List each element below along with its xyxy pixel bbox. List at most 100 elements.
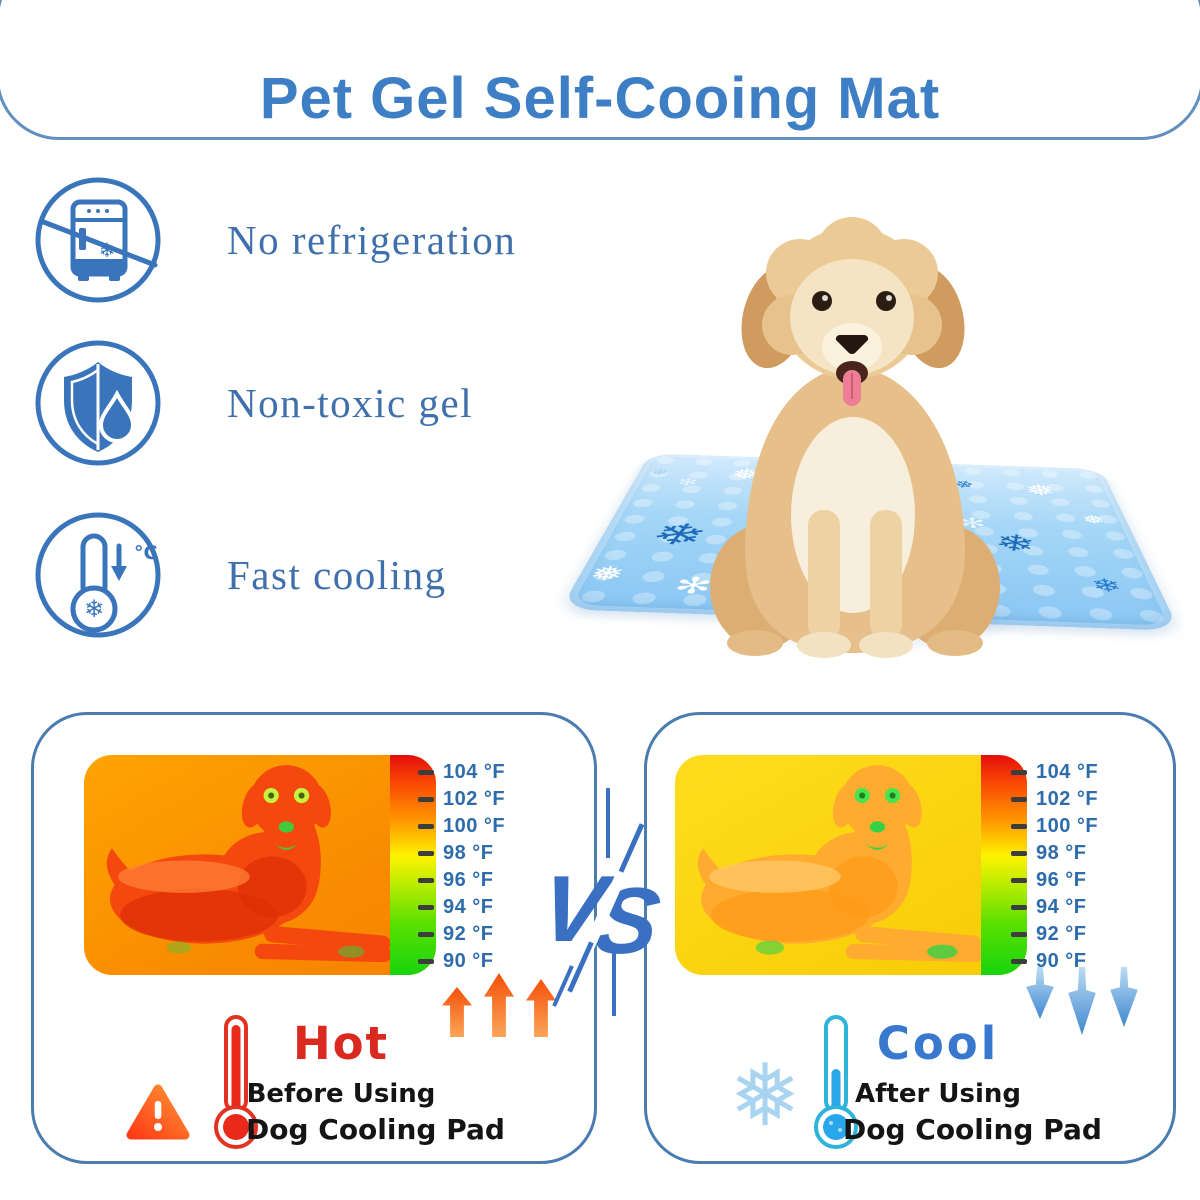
tick-mark (1011, 797, 1027, 802)
temp-scale-row: 92 °F (418, 921, 505, 948)
snowflake-icon: ❅ (584, 561, 630, 586)
cool-label: Cool (876, 1017, 1000, 1070)
temp-label: 96 °F (1036, 869, 1087, 891)
temp-scale-row: 104 °F (1011, 759, 1098, 786)
down-arrow-icon (1110, 967, 1138, 1027)
after-line2: Dog Cooling Pad (843, 1113, 1102, 1146)
tick-mark (418, 824, 434, 829)
before-panel: 104 °F 102 °F 100 °F 98 °F 96 °F 94 °F 92 °F 90… (31, 712, 597, 1164)
fast-cooling-icon: ❄ °C (33, 510, 163, 640)
product-photo: ❅❄✻❄❅✻❆✻❄❅❄✻❄❅❄❅ (540, 170, 1200, 670)
temp-scale-row: 100 °F (1011, 813, 1098, 840)
no-refrigeration-icon: ❄ (33, 175, 163, 305)
temp-scale-hot: 104 °F 102 °F 100 °F 98 °F 96 °F 94 °F 92 °F 90… (418, 759, 505, 975)
thermal-image-cool (675, 755, 1027, 975)
warning-icon (126, 1084, 190, 1140)
tick-mark (1011, 851, 1027, 856)
tick-mark (1011, 878, 1027, 883)
temp-label: 92 °F (1036, 923, 1087, 945)
temp-label: 96 °F (443, 869, 494, 891)
bulb-snowflake-glyph: ❄ (84, 595, 104, 623)
vs-badge: V S (530, 780, 680, 1030)
thermal-image-hot (84, 755, 436, 975)
puppy-photo (710, 217, 1000, 658)
after-panel: 104 °F 102 °F 100 °F 98 °F 96 °F 94 °F 92 °F 90… (644, 712, 1176, 1164)
temp-scale-row: 96 °F (1011, 867, 1098, 894)
temp-scale-cool: 104 °F 102 °F 100 °F 98 °F 96 °F 94 °F 92 °F 90… (1011, 759, 1098, 975)
non-toxic-gel-icon (33, 338, 163, 468)
tick-mark (418, 770, 434, 775)
degree-celsius-label: °C (134, 542, 157, 564)
temp-scale-row: 90 °F (418, 948, 505, 975)
temp-label: 92 °F (443, 923, 494, 945)
tick-mark (1011, 959, 1027, 964)
feature-fast-cooling: ❄ °C Fast cooling (33, 510, 447, 640)
up-arrow-icon (484, 973, 514, 1037)
tick-mark (418, 851, 434, 856)
snowflake-icon: ✻ (675, 476, 700, 489)
cool-down-arrows (1025, 967, 1139, 1035)
temp-scale-row: 102 °F (418, 786, 505, 813)
down-arrow-icon (1068, 967, 1096, 1035)
after-line1: After Using (855, 1079, 1021, 1109)
temp-label: 90 °F (1036, 950, 1087, 972)
before-caption: Hot Before Using Dog Cooling Pad (246, 1017, 505, 1146)
temp-label: 100 °F (1036, 815, 1099, 837)
feature-no-refrigeration: ❄ No refrigeration (33, 175, 516, 305)
hot-thermometer-icon (213, 1013, 259, 1153)
tick-mark (418, 878, 434, 883)
thermal-dog-figure (106, 765, 392, 963)
vs-speed-line (606, 788, 610, 858)
temp-label: 100 °F (443, 815, 506, 837)
header-banner (0, 0, 1200, 140)
tick-mark (418, 932, 434, 937)
page-title: Pet Gel Self-Cooing Mat (259, 65, 941, 131)
after-caption: Cool After Using Dog Cooling Pad (843, 1017, 1102, 1146)
temp-label: 104 °F (1036, 761, 1099, 783)
tick-mark (418, 797, 434, 802)
heat-up-arrows (442, 973, 556, 1037)
temp-label: 94 °F (1036, 896, 1087, 918)
temp-scale-row: 90 °F (1011, 948, 1098, 975)
temp-label: 94 °F (443, 896, 494, 918)
feature-label: Fast cooling (227, 552, 447, 598)
temp-scale-row: 92 °F (1011, 921, 1098, 948)
vs-lightning-segment (618, 823, 645, 873)
feature-label: Non-toxic gel (227, 380, 474, 426)
thermal-dog-figure (697, 765, 983, 963)
tick-mark (418, 905, 434, 910)
temp-label: 90 °F (443, 950, 494, 972)
tick-mark (1011, 905, 1027, 910)
hot-label: Hot (292, 1017, 390, 1070)
temperature-gradient-bar (390, 755, 436, 975)
vs-speed-line (612, 950, 616, 1016)
temp-label: 98 °F (1036, 842, 1087, 864)
down-arrow-icon (1026, 967, 1054, 1019)
feature-label: No refrigeration (227, 217, 517, 263)
tick-mark (1011, 770, 1027, 775)
temp-label: 104 °F (443, 761, 506, 783)
temp-label: 102 °F (1036, 788, 1099, 810)
snowflake-icon: ❅ (1079, 512, 1108, 527)
tick-mark (1011, 932, 1027, 937)
temp-scale-row: 94 °F (1011, 894, 1098, 921)
temp-scale-row: 96 °F (418, 867, 505, 894)
temp-label: 98 °F (443, 842, 494, 864)
tick-mark (1011, 824, 1027, 829)
temp-scale-row: 98 °F (1011, 840, 1098, 867)
temp-label: 102 °F (443, 788, 506, 810)
temp-scale-row: 102 °F (1011, 786, 1098, 813)
snowflake-icon: ❄ (1088, 574, 1126, 597)
temp-scale-row: 104 °F (418, 759, 505, 786)
snowflake-icon: ❅ (729, 1046, 802, 1146)
temp-scale-row: 98 °F (418, 840, 505, 867)
before-line2: Dog Cooling Pad (246, 1113, 505, 1146)
cool-thermometer-icon (813, 1013, 859, 1153)
temp-scale-row: 94 °F (418, 894, 505, 921)
snowflake-icon: ❅ (1022, 480, 1058, 500)
feature-non-toxic-gel: Non-toxic gel (33, 338, 473, 468)
snowflake-icon: ❄ (649, 467, 671, 478)
temperature-gradient-bar (981, 755, 1027, 975)
up-arrow-icon (442, 987, 472, 1037)
